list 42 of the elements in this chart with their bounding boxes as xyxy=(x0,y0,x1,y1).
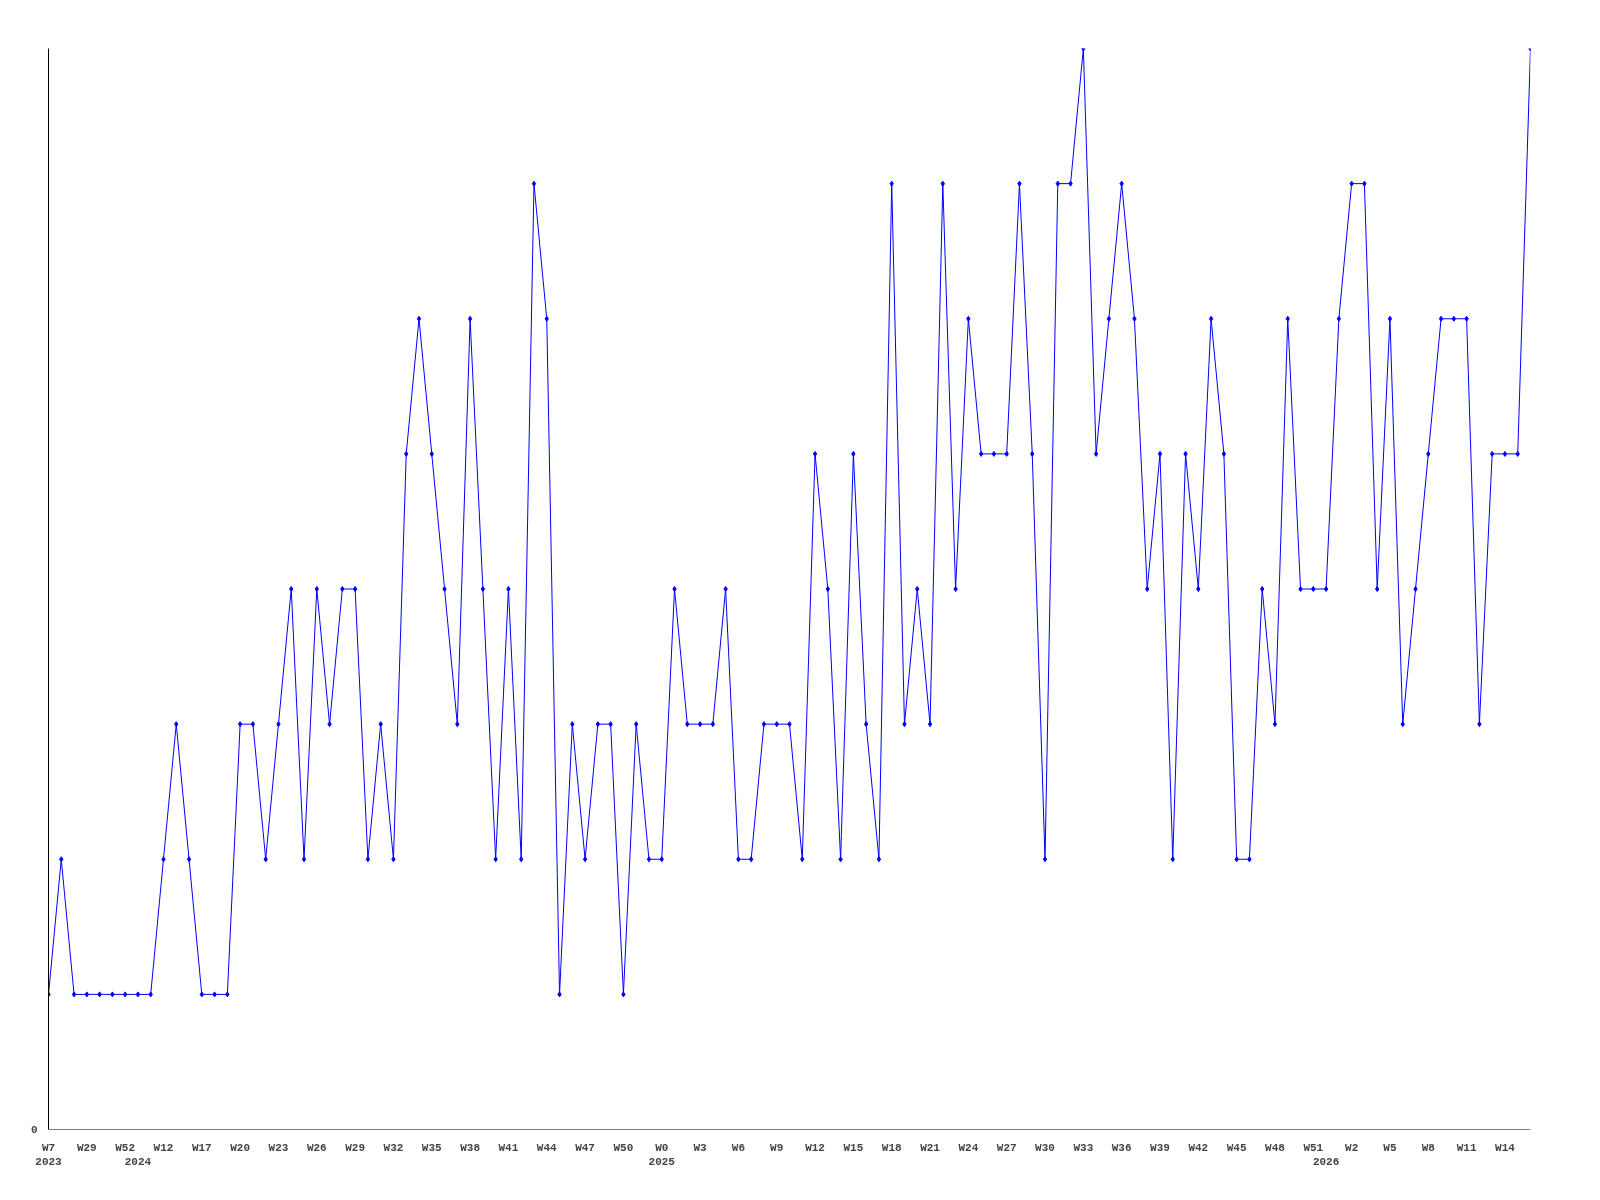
x-tick-label: W20 xyxy=(230,1141,251,1154)
x-tick-label: W7 2023 xyxy=(35,1141,63,1168)
x-tick-label: W14 xyxy=(1495,1141,1516,1154)
x-tick-label: W26 xyxy=(306,1141,327,1154)
x-tick-label: W29 xyxy=(345,1141,366,1154)
x-tick-label: W42 xyxy=(1188,1141,1209,1154)
x-tick-label: 2024 xyxy=(124,1155,152,1168)
x-tick-label: W9 xyxy=(770,1141,784,1154)
x-tick-label: W36 xyxy=(1111,1141,1132,1154)
x-tick-label: W2 xyxy=(1345,1141,1359,1154)
x-tick-label: W33 xyxy=(1073,1141,1094,1154)
x-tick-label: W51 xyxy=(1303,1141,1324,1154)
x-tick-label: W52 xyxy=(115,1141,136,1154)
x-tick-label: W3 xyxy=(693,1141,708,1154)
x-tick-label: W17 xyxy=(191,1141,212,1154)
x-tick-label: W29 xyxy=(76,1141,97,1154)
x-tick-label: W11 xyxy=(1456,1141,1477,1154)
x-tick-label: W12 xyxy=(153,1141,174,1154)
x-tick-label: W41 xyxy=(498,1141,519,1154)
x-tick-label: W27 xyxy=(996,1141,1017,1154)
x-tick-label: W5 xyxy=(1383,1141,1397,1154)
x-tick-label: W21 xyxy=(920,1141,941,1154)
x-tick-label: W38 xyxy=(460,1141,481,1154)
x-tick-label: W23 xyxy=(268,1141,289,1154)
x-tick-label: W15 xyxy=(843,1141,864,1154)
x-tick-label: W30 xyxy=(1035,1141,1055,1154)
text: 0 xyxy=(30,1124,38,1136)
x-tick-label: W24 xyxy=(958,1141,979,1154)
x-tick-label: W35 xyxy=(421,1141,443,1154)
x-tick-label: W8 xyxy=(1421,1141,1436,1154)
x-tick-label: W44 xyxy=(536,1141,558,1154)
x-tick-label: W32 xyxy=(383,1141,404,1154)
x-tick-label: W39 xyxy=(1150,1141,1170,1154)
x-tick-label: W18 xyxy=(881,1141,903,1154)
x-tick-label: W47 xyxy=(575,1141,595,1154)
x-tick-label: W6 xyxy=(731,1141,745,1154)
x-tick-label: W48 xyxy=(1265,1141,1286,1154)
x-tick-label: W45 xyxy=(1226,1141,1247,1154)
x-tick-label: W50 xyxy=(613,1141,634,1154)
x-tick-label: 2026 xyxy=(1312,1155,1340,1168)
x-tick-label: W0 2025 xyxy=(648,1141,676,1168)
x-tick-label: W12 xyxy=(805,1141,825,1154)
